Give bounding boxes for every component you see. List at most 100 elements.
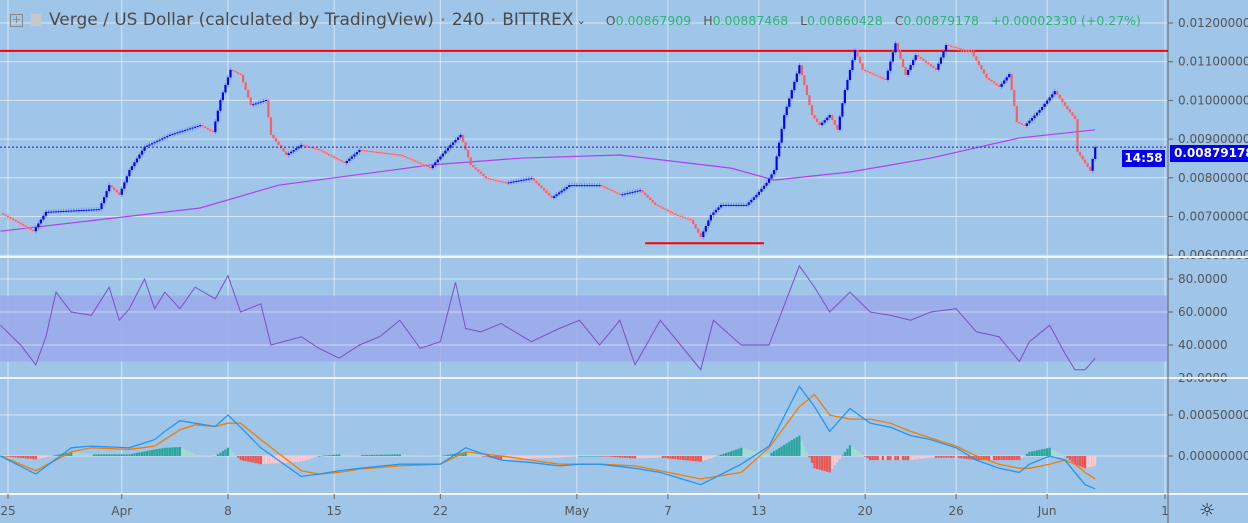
macd-histogram-bar (44, 456, 48, 458)
gear-icon[interactable]: ☼ (1199, 500, 1216, 521)
symbol-title[interactable]: Verge / US Dollar (calculated by Trading… (49, 10, 434, 30)
macd-histogram-bar (1086, 456, 1089, 468)
macd-histogram-bar (697, 456, 700, 462)
macd-histogram-bar (229, 450, 232, 456)
macd-histogram-bar (370, 454, 374, 456)
macd-histogram-bar (525, 456, 528, 459)
candle-up (108, 185, 111, 192)
macd-histogram-bar (87, 454, 91, 456)
candle-up (350, 156, 353, 159)
candle-down (1018, 122, 1021, 124)
candle-down (340, 160, 343, 162)
candle-down (676, 214, 680, 216)
macd-histogram-bar (692, 456, 695, 461)
macd-histogram-bar (178, 446, 182, 456)
countdown-tag: 14:58 (1122, 150, 1165, 167)
macd-histogram-bar (553, 456, 556, 458)
macd-histogram-bar (853, 449, 857, 456)
macd-histogram-bar (881, 456, 884, 461)
candle-up (353, 154, 356, 157)
macd-histogram-bar (960, 456, 963, 459)
candle-up (451, 142, 455, 145)
candle-up (186, 129, 189, 131)
macd-histogram-bar (709, 456, 712, 459)
macd-histogram-bar (967, 456, 970, 460)
macd-histogram-bar (388, 454, 391, 456)
candle-up (95, 209, 98, 211)
time-axis-label: Jun (1037, 504, 1057, 518)
candle-down (975, 56, 978, 61)
candle-up (128, 170, 131, 177)
macd-histogram-bar (722, 453, 725, 456)
candle-up (158, 139, 161, 141)
macd-histogram-bar (168, 447, 171, 456)
macd-histogram-bar (603, 456, 606, 457)
candle-down (542, 188, 546, 191)
candle-up (590, 185, 594, 187)
macd-histogram-bar (636, 456, 639, 459)
macd-histogram-bar (707, 456, 710, 460)
macd-histogram-bar (750, 450, 753, 456)
candle-up (762, 185, 766, 189)
candle-down (413, 160, 417, 162)
macd-histogram-bar (249, 456, 252, 463)
macd-histogram-bar (671, 456, 675, 459)
candle-up (300, 144, 303, 147)
macd-histogram-bar (27, 456, 30, 459)
candle-up (1005, 77, 1008, 81)
candle-down (992, 81, 996, 84)
macd-histogram-bar (477, 454, 480, 456)
candle-down (616, 192, 619, 194)
macd-histogram-bar (287, 456, 290, 463)
macd-histogram-bar (373, 454, 376, 456)
macd-histogram-bar (1015, 456, 1018, 461)
candle-down (924, 60, 927, 63)
time-axis-label: 25 (0, 504, 15, 518)
chevron-down-icon[interactable]: ⌄ (576, 13, 586, 27)
exchange-label[interactable]: BITTREX (502, 10, 574, 30)
candle-down (535, 180, 538, 184)
candle-up (937, 63, 940, 70)
macd-histogram-bar (85, 453, 88, 456)
macd-histogram-bar (598, 456, 601, 457)
macd-histogram-bar (929, 456, 932, 458)
candle-down (1061, 98, 1064, 103)
macd-histogram-bar (1091, 456, 1094, 467)
macd-histogram-bar (952, 456, 955, 458)
candle-up (439, 156, 442, 160)
macd-histogram-bar (659, 456, 662, 458)
flag-icon[interactable] (31, 14, 41, 26)
macd-signal-line (0, 393, 1096, 480)
macd-histogram-bar (479, 455, 482, 456)
candle-up (193, 126, 197, 128)
candle-up (183, 130, 187, 132)
candle-up (843, 89, 846, 104)
macd-histogram-bar (403, 454, 407, 456)
candle-down (335, 157, 338, 160)
macd-histogram-bar (965, 456, 968, 459)
interval-label[interactable]: 240 (451, 10, 485, 30)
candle-up (151, 143, 154, 145)
plus-icon[interactable]: + (10, 12, 23, 27)
candle-down (497, 180, 500, 182)
candle-down (998, 85, 1001, 87)
rsi-line (0, 264, 1096, 371)
macd-histogram-bar (391, 454, 394, 456)
macd-histogram-bar (327, 455, 331, 456)
candle-down (977, 60, 980, 65)
last-price-tag: 0.00879178 (1170, 145, 1248, 162)
candle-down (904, 66, 907, 75)
candle-up (841, 103, 844, 117)
macd-histogram-bar (934, 456, 937, 458)
candle-down (987, 77, 991, 80)
candle-down (960, 48, 963, 50)
macd-histogram-bar (97, 454, 101, 456)
candle-up (171, 134, 174, 136)
macd-histogram-bar (730, 451, 733, 456)
macd-histogram-bar (656, 456, 659, 458)
candle-down (411, 159, 414, 161)
candle-up (709, 214, 712, 221)
macd-histogram-bar (522, 456, 525, 459)
macd-histogram-bar (998, 456, 1001, 461)
